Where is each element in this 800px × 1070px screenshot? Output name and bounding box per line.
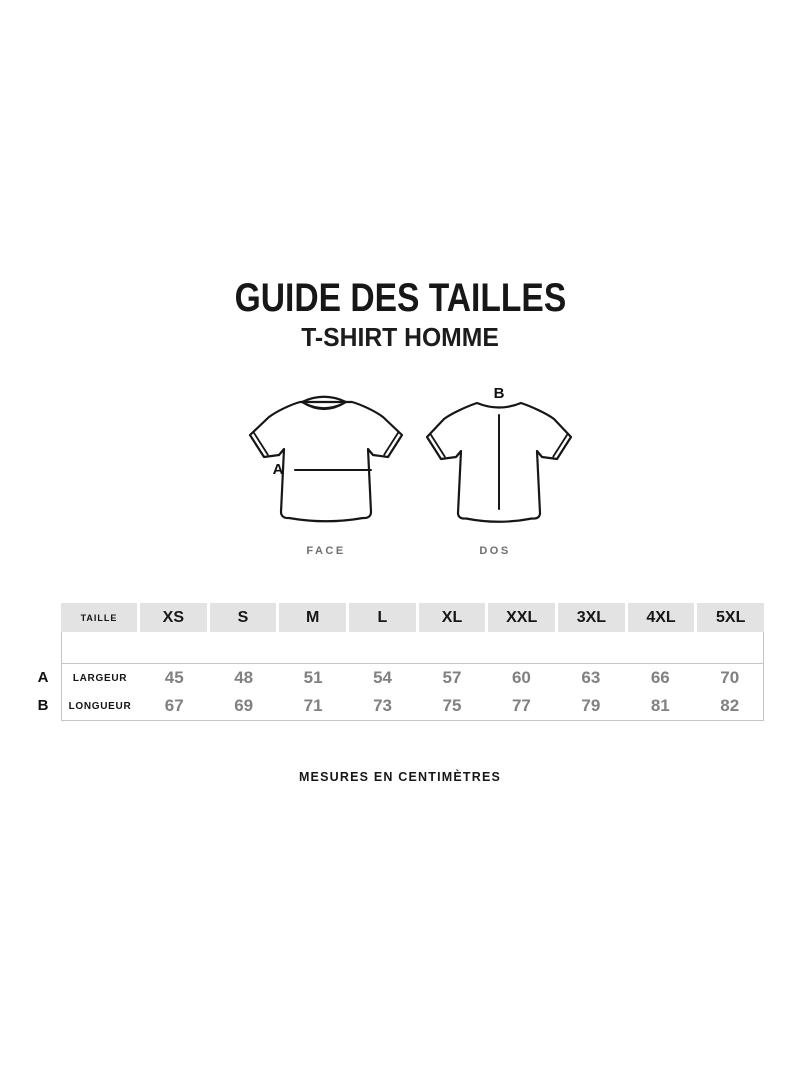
right-cuff-rib-line: [552, 433, 569, 458]
empty-row: [62, 632, 763, 664]
collar-band-inner-arc: [304, 402, 344, 409]
collar-top-arc: [300, 395, 348, 404]
header-cell-5xl: 5XL: [697, 603, 765, 632]
header-cell-xs: XS: [140, 603, 207, 632]
value-longueur-xxl: 77: [511, 696, 531, 715]
value-longueur-s: 69: [234, 696, 254, 715]
measure-label-a: A: [272, 461, 284, 478]
value-longueur-l: 73: [373, 696, 392, 715]
value-longueur-m: 71: [303, 696, 323, 715]
table-row-largeur: LARGEUR 45 48 51 54 57 60 63 66 70: [62, 664, 763, 692]
back-caption: DOS: [479, 545, 511, 557]
header-cell-l: L: [349, 603, 416, 632]
header-cell-s: S: [209, 603, 277, 632]
tshirt-front-diagram: A: [247, 388, 405, 540]
left-cuff-rib-line: [252, 431, 269, 456]
header-cell-m: M: [279, 603, 347, 632]
tshirt-front-outline: [248, 400, 404, 523]
table-row-longueur: LONGUEUR 67 69 71 73 75 77 79 81 82: [62, 692, 763, 720]
right-cuff-rib-line: [383, 431, 400, 456]
page-subtitle-text: T-SHIRT HOMME: [301, 322, 499, 352]
value-largeur-5xl: 70: [720, 668, 740, 687]
front-caption: FACE: [306, 545, 346, 557]
value-longueur-3xl: 79: [581, 696, 601, 715]
measure-label-b: B: [493, 385, 505, 402]
header-cell-xxl: XXL: [488, 603, 556, 632]
value-longueur-5xl: 82: [720, 696, 740, 715]
row-label-largeur: LARGEUR: [72, 672, 128, 684]
value-largeur-xl: 57: [442, 668, 462, 687]
page-title-text: GUIDE DES TAILLES: [234, 276, 566, 320]
value-largeur-4xl: 66: [650, 668, 670, 687]
value-largeur-xxl: 60: [511, 668, 531, 687]
header-cell-4xl: 4XL: [627, 603, 695, 632]
tshirt-back-drawing: [425, 401, 573, 523]
value-largeur-l: 54: [373, 668, 392, 687]
tshirt-back-diagram: B: [416, 385, 574, 540]
row-key-b: B: [37, 697, 49, 714]
tshirt-front-drawing: [248, 395, 404, 523]
header-cell-xl: XL: [418, 603, 486, 632]
units-note: MESURES EN CENTIMÈTRES: [298, 770, 502, 784]
value-largeur-xs: 45: [164, 668, 184, 687]
value-largeur-s: 48: [234, 668, 254, 687]
size-table: TAILLE XS S M L XL XXL 3XL 4XL 5XL LARGE…: [61, 603, 765, 721]
value-largeur-3xl: 63: [581, 668, 601, 687]
row-label-longueur: LONGUEUR: [68, 700, 132, 712]
header-cell-taille: TAILLE: [61, 603, 137, 632]
size-table-header-row: TAILLE XS S M L XL XXL 3XL 4XL 5XL: [61, 603, 765, 632]
value-longueur-xs: 67: [164, 696, 184, 715]
value-longueur-4xl: 81: [650, 696, 670, 715]
size-table-body: LARGEUR 45 48 51 54 57 60 63 66 70 LONGU…: [61, 632, 764, 721]
left-cuff-rib-line: [429, 433, 446, 458]
page-title: GUIDE DES TAILLES: [0, 278, 800, 318]
value-longueur-xl: 75: [442, 696, 462, 715]
value-largeur-m: 51: [303, 668, 323, 687]
page-subtitle: T-SHIRT HOMME: [0, 323, 800, 351]
row-key-a: A: [37, 669, 49, 686]
header-cell-3xl: 3XL: [558, 603, 625, 632]
